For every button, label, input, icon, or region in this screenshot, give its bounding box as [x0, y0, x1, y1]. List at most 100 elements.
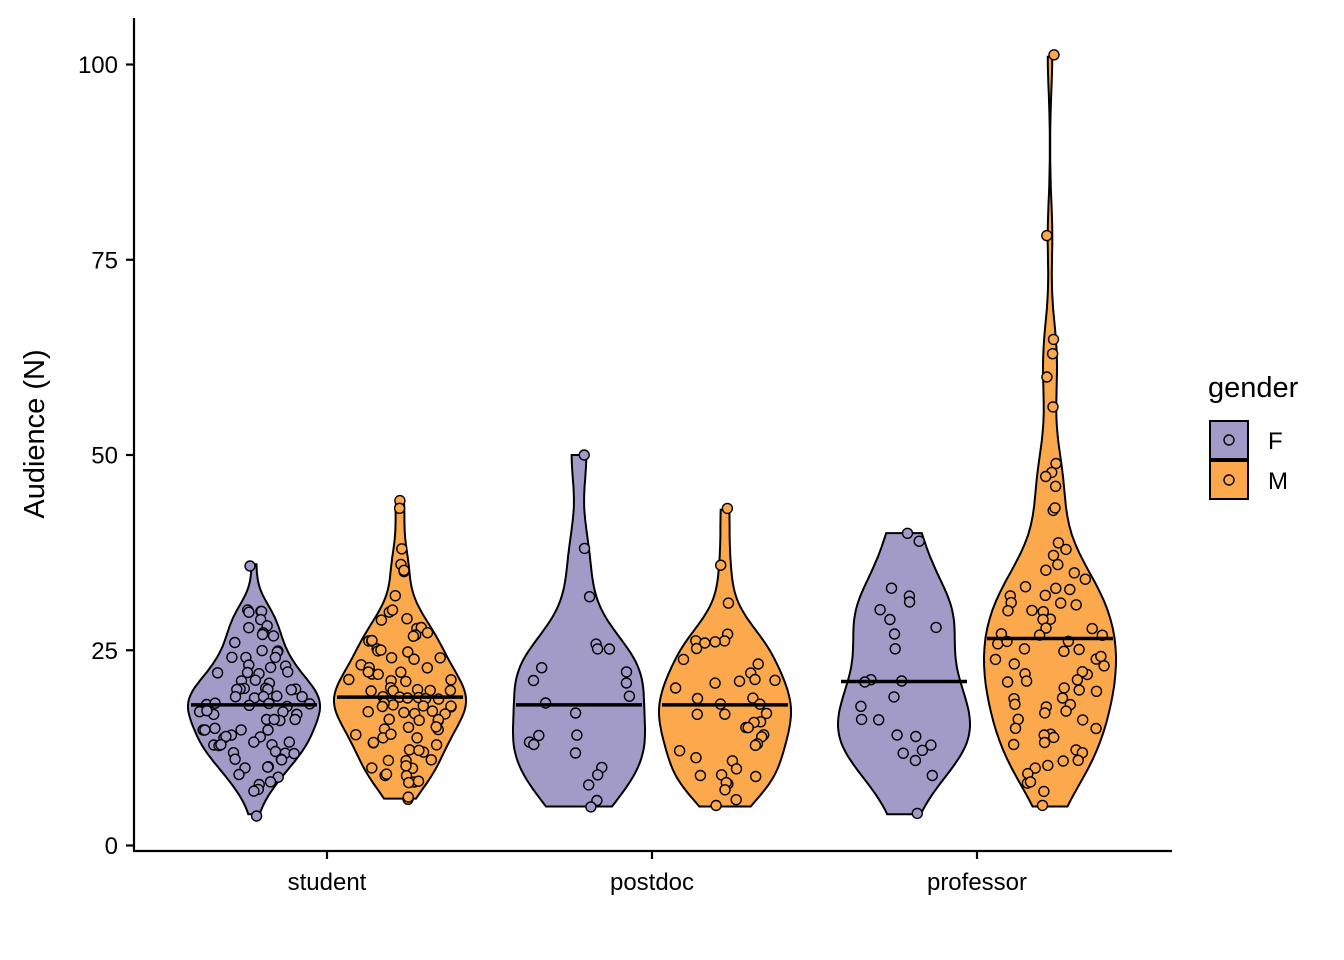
data-point	[1040, 622, 1052, 634]
data-point	[382, 754, 395, 767]
y-axis-ticks: 0 25 50 75 100	[78, 52, 134, 860]
data-point	[909, 754, 922, 767]
data-point	[268, 713, 280, 726]
data-point	[1029, 762, 1041, 774]
data-point	[930, 621, 942, 634]
data-point	[269, 651, 282, 664]
data-point	[578, 449, 590, 461]
data-point	[528, 738, 540, 751]
data-point	[747, 692, 759, 704]
data-point	[1039, 589, 1052, 601]
data-point	[992, 638, 1004, 650]
data-point	[343, 673, 355, 686]
legend-key-point	[1223, 434, 1235, 446]
legend-title: gender	[1208, 372, 1299, 404]
violin-professor-F	[837, 532, 971, 816]
data-point	[400, 675, 412, 688]
data-point	[256, 628, 269, 641]
data-point	[413, 714, 425, 726]
data-point	[1054, 597, 1067, 609]
data-point	[375, 644, 387, 656]
y-tick-label: 75	[91, 247, 118, 274]
violin-layer	[187, 55, 1118, 816]
data-point	[401, 613, 413, 625]
data-point	[1090, 722, 1102, 735]
data-point	[209, 722, 221, 734]
data-point	[1049, 502, 1061, 514]
data-point	[1052, 537, 1065, 549]
point-layer	[193, 49, 1110, 822]
data-point	[262, 724, 274, 736]
data-point	[402, 646, 414, 658]
data-point	[694, 769, 707, 782]
data-point	[1020, 675, 1033, 687]
data-point	[220, 730, 232, 743]
data-point	[400, 760, 412, 772]
data-point	[386, 604, 399, 616]
data-point	[250, 810, 263, 822]
y-tick-label: 0	[105, 833, 118, 860]
legend-label-F: F	[1268, 428, 1283, 455]
data-point	[592, 769, 604, 781]
data-point	[715, 559, 727, 571]
data-point	[229, 753, 241, 765]
data-point	[885, 582, 898, 594]
data-point	[350, 729, 362, 741]
data-point	[710, 799, 722, 812]
data-point	[749, 739, 762, 751]
data-point	[926, 769, 938, 782]
data-point	[201, 705, 213, 717]
data-point	[199, 724, 211, 736]
data-point	[372, 668, 384, 680]
data-point	[393, 502, 406, 514]
data-point	[1073, 643, 1085, 656]
data-point	[248, 736, 260, 748]
data-point	[264, 776, 277, 788]
data-point	[1047, 333, 1060, 346]
y-tick-label: 25	[91, 638, 118, 665]
data-point	[891, 729, 903, 741]
data-point	[911, 807, 923, 820]
data-point	[362, 666, 374, 678]
data-point	[1026, 604, 1038, 617]
data-point	[527, 674, 540, 687]
data-point	[583, 591, 596, 603]
data-point	[1058, 682, 1070, 694]
data-point	[673, 745, 686, 757]
data-point	[620, 677, 633, 689]
data-point	[413, 744, 425, 756]
data-point	[1095, 650, 1107, 663]
data-point	[267, 630, 280, 642]
data-point	[750, 770, 762, 783]
data-point	[623, 690, 636, 702]
data-point	[742, 721, 754, 734]
data-point	[730, 794, 742, 806]
data-point	[888, 691, 900, 703]
data-point	[398, 706, 410, 719]
data-point	[989, 653, 1002, 666]
data-point	[426, 705, 439, 717]
data-point	[1070, 599, 1082, 611]
data-point	[1001, 676, 1014, 688]
data-point	[380, 768, 393, 780]
data-point	[583, 779, 595, 791]
data-point	[873, 714, 885, 726]
violin-postdoc-F	[512, 454, 646, 808]
violin-professor-M	[982, 55, 1118, 808]
data-point	[407, 630, 420, 642]
data-point	[411, 732, 423, 744]
data-point	[752, 658, 764, 670]
x-tick-label-professor: professor	[927, 869, 1027, 896]
data-point	[903, 596, 916, 608]
data-point	[760, 707, 773, 720]
data-point	[1079, 573, 1092, 585]
data-point	[1060, 543, 1072, 556]
data-point	[1086, 622, 1098, 635]
data-point	[396, 543, 408, 555]
data-point	[1019, 581, 1032, 593]
data-point	[690, 642, 703, 655]
data-point	[398, 564, 410, 576]
data-point	[1047, 731, 1060, 744]
data-point	[1068, 567, 1081, 579]
data-point	[1008, 658, 1020, 670]
